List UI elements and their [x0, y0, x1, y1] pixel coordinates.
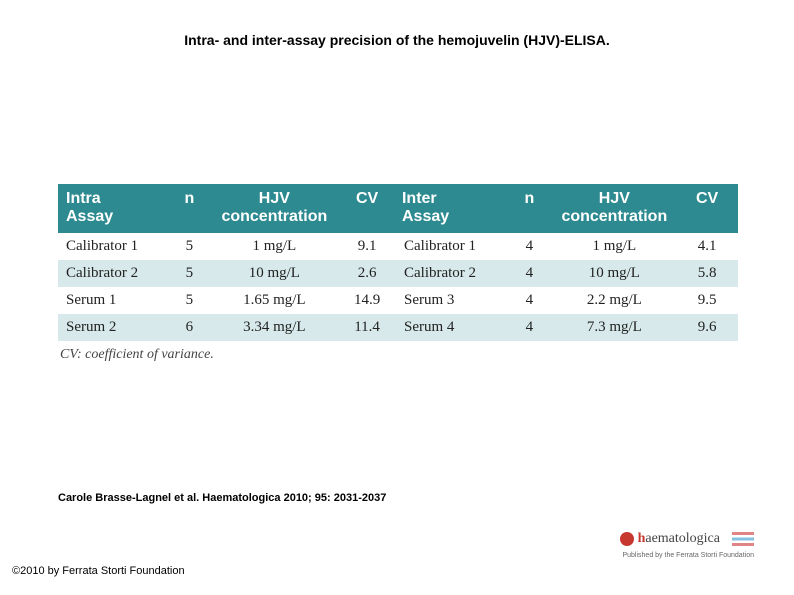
cell-conc2: 10 mg/L	[553, 260, 677, 287]
header-n2: n	[506, 184, 552, 233]
logo-dot-icon	[620, 532, 634, 546]
cell-n2: 4	[506, 314, 552, 341]
cell-conc2: 7.3 mg/L	[553, 314, 677, 341]
cell-n1: 6	[166, 314, 212, 341]
cell-conc1: 10 mg/L	[213, 260, 337, 287]
cell-label1: Calibrator 2	[58, 260, 166, 287]
cell-cv2: 4.1	[676, 233, 738, 260]
header-n1: n	[166, 184, 212, 233]
cell-cv2: 5.8	[676, 260, 738, 287]
cell-n1: 5	[166, 233, 212, 260]
header-hjv2: HJV concentration	[553, 184, 677, 233]
table-row: Calibrator 2 5 10 mg/L 2.6 Calibrator 2 …	[58, 260, 738, 287]
cell-cv2: 9.5	[676, 287, 738, 314]
header-inter-assay: Inter Assay	[398, 184, 506, 233]
cell-n1: 5	[166, 287, 212, 314]
cell-cv1: 11.4	[336, 314, 398, 341]
cell-cv2: 9.6	[676, 314, 738, 341]
journal-logo: haematologica	[620, 531, 754, 547]
cell-label2: Calibrator 1	[398, 233, 506, 260]
logo-flag-icon	[732, 532, 754, 546]
cell-cv1: 2.6	[336, 260, 398, 287]
cell-conc1: 1 mg/L	[213, 233, 337, 260]
page-title: Intra- and inter-assay precision of the …	[0, 32, 794, 48]
cell-conc1: 1.65 mg/L	[213, 287, 337, 314]
logo-text: haematologica	[638, 531, 720, 547]
table-row: Serum 2 6 3.34 mg/L 11.4 Serum 4 4 7.3 m…	[58, 314, 738, 341]
cell-n2: 4	[506, 260, 552, 287]
cell-label1: Serum 2	[58, 314, 166, 341]
table-row: Serum 1 5 1.65 mg/L 14.9 Serum 3 4 2.2 m…	[58, 287, 738, 314]
precision-table-container: Intra Assay n HJV concentration CV Inter…	[58, 184, 738, 363]
table-header-row: Intra Assay n HJV concentration CV Inter…	[58, 184, 738, 233]
cell-label2: Serum 4	[398, 314, 506, 341]
cell-conc2: 2.2 mg/L	[553, 287, 677, 314]
cell-conc2: 1 mg/L	[553, 233, 677, 260]
table-row: Calibrator 1 5 1 mg/L 9.1 Calibrator 1 4…	[58, 233, 738, 260]
copyright-text: ©2010 by Ferrata Storti Foundation	[12, 565, 185, 577]
cell-cv1: 14.9	[336, 287, 398, 314]
cell-n1: 5	[166, 260, 212, 287]
header-intra-assay: Intra Assay	[58, 184, 166, 233]
cell-label2: Calibrator 2	[398, 260, 506, 287]
header-cv2: CV	[676, 184, 738, 233]
header-hjv1: HJV concentration	[213, 184, 337, 233]
cell-cv1: 9.1	[336, 233, 398, 260]
cell-n2: 4	[506, 287, 552, 314]
cell-label1: Serum 1	[58, 287, 166, 314]
precision-table: Intra Assay n HJV concentration CV Inter…	[58, 184, 738, 341]
logo-subtitle: Published by the Ferrata Storti Foundati…	[622, 552, 754, 559]
header-cv1: CV	[336, 184, 398, 233]
cell-conc1: 3.34 mg/L	[213, 314, 337, 341]
citation-text: Carole Brasse-Lagnel et al. Haematologic…	[58, 492, 418, 506]
cell-label1: Calibrator 1	[58, 233, 166, 260]
logo-rest: aematologica	[645, 531, 720, 546]
table-body: Calibrator 1 5 1 mg/L 9.1 Calibrator 1 4…	[58, 233, 738, 341]
table-footnote: CV: coefficient of variance.	[58, 341, 738, 363]
cell-label2: Serum 3	[398, 287, 506, 314]
cell-n2: 4	[506, 233, 552, 260]
